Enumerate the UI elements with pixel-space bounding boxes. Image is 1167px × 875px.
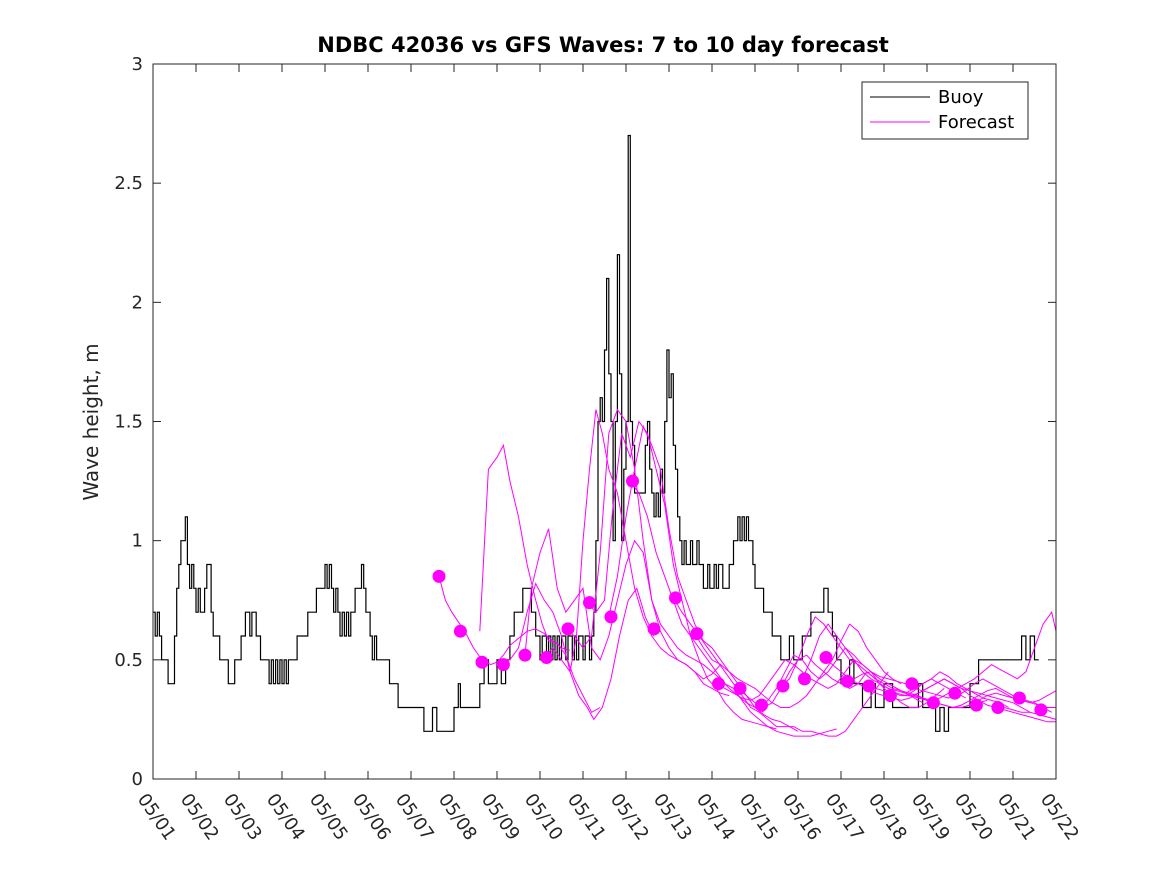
y-tick-label: 3 — [132, 54, 143, 75]
forecast-point — [540, 651, 553, 664]
y-tick-label: 1 — [132, 531, 143, 552]
forecast-line-1 — [438, 576, 571, 666]
x-tick-label: 05/16 — [778, 790, 825, 845]
forecast-point — [862, 679, 876, 693]
forecast-line-9 — [629, 480, 837, 737]
forecast-point — [453, 624, 467, 638]
forecast-point — [776, 679, 790, 693]
forecast-line-3 — [501, 582, 655, 721]
forecast-line-19 — [866, 678, 1057, 720]
x-tick-label: 05/19 — [907, 790, 954, 845]
forecast-point — [819, 651, 833, 664]
forecast-point — [755, 698, 768, 712]
forecast-point — [798, 672, 811, 686]
x-tick-label: 05/06 — [348, 790, 395, 845]
forecast-point — [604, 610, 618, 624]
y-axis-label: Wave height, m — [79, 343, 103, 500]
x-tick-label: 05/10 — [520, 790, 567, 845]
forecast-point — [518, 648, 532, 662]
x-tick-label: 05/09 — [477, 790, 524, 845]
y-tick-label: 1.5 — [114, 412, 143, 433]
legend: Buoy Forecast — [861, 81, 1029, 140]
forecast-line-11 — [694, 623, 902, 708]
x-tick-label: 05/15 — [735, 790, 782, 845]
forecast-line-13 — [737, 654, 945, 709]
legend-forecast-label: Forecast — [938, 112, 1014, 133]
y-tick-label: 0.5 — [114, 650, 143, 671]
forecast-point — [626, 474, 639, 488]
forecast-point — [733, 681, 747, 695]
forecast-line-22 — [952, 687, 1057, 708]
forecast-point — [948, 686, 962, 700]
x-tick-label: 05/18 — [864, 790, 911, 845]
x-tick-label: 05/12 — [606, 790, 653, 845]
buoy-line — [153, 134, 1039, 732]
forecast-line-2 — [479, 443, 601, 713]
forecast-line-10 — [672, 597, 889, 737]
forecast-point — [432, 569, 446, 583]
forecast-point — [712, 677, 725, 691]
forecast-line-23 — [995, 707, 1056, 723]
plot-series — [153, 134, 1057, 737]
legend-box — [861, 81, 1029, 140]
y-tick-label: 2 — [132, 292, 143, 313]
forecast-line-4 — [524, 528, 721, 680]
forecast-line-8 — [608, 424, 799, 732]
x-tick-label: 05/01 — [133, 790, 180, 845]
forecast-point — [496, 658, 510, 672]
x-tick-label: 05/11 — [563, 790, 610, 845]
chart-title: NDBC 42036 vs GFS Waves: 7 to 10 day for… — [317, 33, 888, 57]
forecast-point — [1012, 691, 1026, 705]
axis-ticks: 00.511.522.5305/0105/0205/0305/0405/0505… — [114, 54, 1083, 844]
x-tick-label: 05/02 — [176, 790, 223, 845]
x-tick-label: 05/17 — [821, 790, 868, 845]
y-tick-label: 0 — [132, 769, 143, 790]
forecast-point — [647, 622, 661, 636]
forecast-point — [883, 689, 897, 703]
x-tick-label: 05/13 — [649, 790, 696, 845]
x-tick-label: 05/07 — [391, 790, 438, 845]
forecast-point — [905, 677, 919, 691]
x-tick-label: 05/08 — [434, 790, 481, 845]
forecast-point — [926, 696, 940, 710]
forecast-point — [690, 627, 704, 641]
forecast-point — [561, 622, 575, 636]
forecast-point — [840, 674, 854, 688]
x-tick-label: 05/21 — [993, 790, 1040, 845]
x-tick-label: 05/14 — [692, 790, 739, 845]
forecast-point — [475, 655, 489, 669]
forecast-point — [583, 596, 596, 610]
forecast-point — [991, 701, 1005, 714]
forecast-line-6 — [565, 408, 764, 713]
forecast-point — [1034, 703, 1048, 717]
x-tick-label: 05/03 — [219, 790, 266, 845]
y-tick-label: 2.5 — [114, 173, 143, 194]
x-tick-label: 05/22 — [1036, 790, 1083, 845]
forecast-line-5 — [543, 409, 730, 697]
x-tick-label: 05/05 — [305, 790, 352, 845]
forecast-line-7 — [586, 420, 777, 730]
x-tick-label: 05/20 — [950, 790, 997, 845]
forecast-point — [669, 591, 682, 605]
legend-buoy-label: Buoy — [938, 87, 984, 108]
x-tick-label: 05/04 — [262, 790, 309, 845]
forecast-point — [969, 698, 983, 712]
forecast-line-20 — [888, 611, 1057, 701]
